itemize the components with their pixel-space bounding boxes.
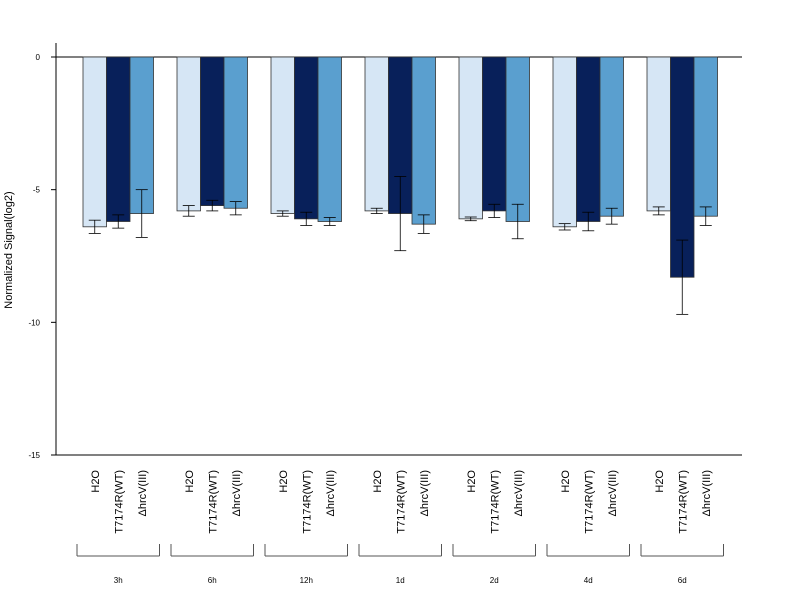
- category-label: ΔhrcV(III): [325, 470, 337, 516]
- y-tick-label: -10: [28, 318, 40, 327]
- category-label: T7174R(WT): [207, 470, 219, 534]
- category-label: T7174R(WT): [301, 470, 313, 534]
- bar: [223, 56, 248, 209]
- bar: [364, 56, 389, 212]
- bar: [552, 56, 577, 228]
- bar: [505, 56, 530, 222]
- category-label: H2O: [278, 470, 290, 493]
- y-tick-label: -15: [28, 451, 40, 460]
- category-label: H2O: [90, 470, 102, 493]
- group-label: 12h: [300, 576, 313, 585]
- bar: [82, 56, 107, 228]
- category-label: T7174R(WT): [395, 470, 407, 534]
- y-axis-title: Normalized Signal(log2): [3, 191, 15, 308]
- y-tick-label: 0: [36, 53, 41, 62]
- category-label: H2O: [466, 470, 478, 493]
- bar: [176, 56, 201, 212]
- category-label: H2O: [372, 470, 384, 493]
- group-label: 4d: [584, 576, 593, 585]
- bar: [317, 56, 342, 222]
- group-label: 3h: [114, 576, 123, 585]
- y-tick-label: -5: [33, 186, 41, 195]
- bar: [270, 56, 295, 214]
- bar: [294, 56, 319, 220]
- x-axis-labels: H2O T7174R(WT) ΔhrcV(III) 3h H2O T7174R(WT) Δh…: [76, 470, 724, 585]
- category-label: H2O: [560, 470, 572, 493]
- category-label: ΔhrcV(III): [607, 470, 619, 516]
- group-label: 2d: [490, 576, 499, 585]
- group-label: 1d: [396, 576, 405, 585]
- category-label: T7174R(WT): [489, 470, 501, 534]
- group-label: 6d: [678, 576, 687, 585]
- category-label: T7174R(WT): [677, 470, 689, 534]
- bar: [482, 56, 507, 212]
- category-label: ΔhrcV(III): [701, 470, 713, 516]
- category-label: ΔhrcV(III): [137, 470, 149, 516]
- bar: [411, 56, 436, 225]
- bar: [458, 56, 483, 220]
- group-label: 6h: [208, 576, 217, 585]
- category-label: H2O: [654, 470, 666, 493]
- category-label: ΔhrcV(III): [419, 470, 431, 516]
- error-bars: [88, 175, 712, 315]
- y-axis: 0 -5 -10 -15: [28, 43, 742, 460]
- bar: [646, 56, 671, 212]
- category-label: ΔhrcV(III): [231, 470, 243, 516]
- category-label: T7174R(WT): [583, 470, 595, 534]
- bar: [576, 56, 601, 222]
- bar: [599, 56, 624, 217]
- bar: [693, 56, 718, 217]
- bar: [200, 56, 225, 206]
- bar: [106, 56, 131, 222]
- category-label: ΔhrcV(III): [513, 470, 525, 516]
- category-label: H2O: [184, 470, 196, 493]
- category-label: T7174R(WT): [113, 470, 125, 534]
- bars: [82, 56, 718, 278]
